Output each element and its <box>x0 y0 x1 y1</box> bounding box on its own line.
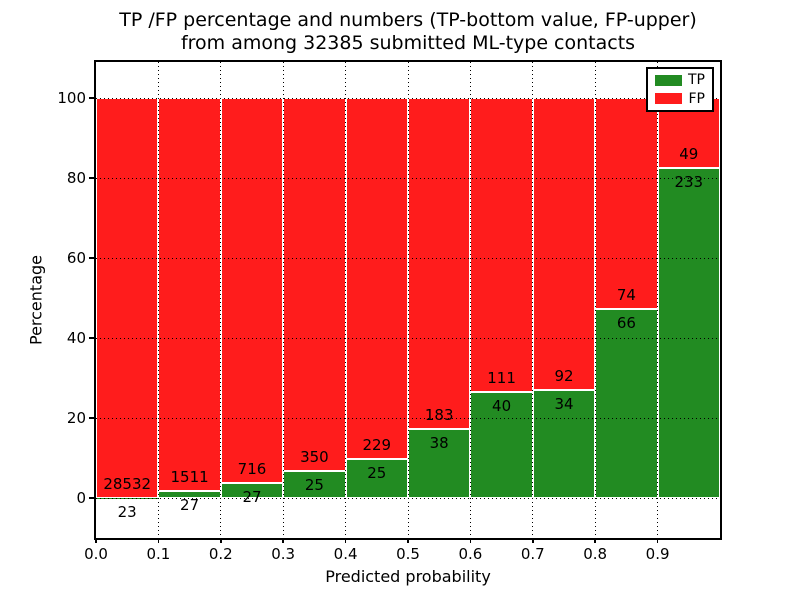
gridline-vertical <box>657 62 659 538</box>
x-tick <box>656 538 659 543</box>
bar-segment-fp <box>595 98 658 310</box>
fp-count-label: 49 <box>679 144 699 163</box>
legend-label-tp: TP <box>688 72 705 89</box>
y-tick-label: 60 <box>66 249 86 267</box>
gridline-horizontal <box>96 257 720 259</box>
x-tick <box>344 538 347 543</box>
plot-area: TP FP 28532 23 1511 27 716 27 350 25 229 25 183 38 1… <box>96 62 720 538</box>
y-tick <box>89 97 94 99</box>
tp-count-label: 27 <box>242 488 262 507</box>
bar-segment-tp <box>283 471 346 498</box>
x-tick <box>282 538 284 543</box>
legend-item-tp: TP <box>655 73 705 87</box>
x-tick <box>407 538 409 543</box>
y-tick-label: 0 <box>76 489 86 507</box>
legend: TP FP <box>646 67 714 112</box>
fp-count-label: 183 <box>424 406 454 425</box>
y-tick-label: 20 <box>66 409 86 427</box>
bar-segment-fp <box>283 98 346 472</box>
y-tick <box>89 337 94 339</box>
x-tick <box>594 538 596 543</box>
bar-segment-fp <box>470 98 533 393</box>
tp-count-label: 27 <box>180 495 200 514</box>
y-tick <box>89 497 94 499</box>
x-tick <box>532 538 534 543</box>
gridline-vertical <box>469 62 471 538</box>
bar-segment-fp <box>158 98 221 491</box>
x-tick-label: 0.8 <box>583 545 608 563</box>
tp-count-label: 38 <box>429 434 449 453</box>
y-tick-label: 100 <box>57 89 86 107</box>
gridline-vertical <box>407 62 409 538</box>
x-tick-label: 0.4 <box>333 545 358 563</box>
fp-count-label: 716 <box>237 460 267 479</box>
y-tick-label: 80 <box>66 169 86 187</box>
x-tick <box>95 538 97 543</box>
bar-segment-tp <box>345 458 408 498</box>
legend-label-fp: FP <box>688 90 706 107</box>
bar-segment-fp <box>96 98 159 498</box>
gridline-horizontal <box>96 337 720 339</box>
chart-title-line1: TP /FP percentage and numbers (TP-bottom… <box>119 9 697 31</box>
gridline-vertical <box>532 62 534 538</box>
x-tick <box>220 538 222 543</box>
x-tick-label: 0.6 <box>458 545 483 563</box>
tp-count-label: 34 <box>554 395 574 414</box>
gridline-horizontal <box>96 417 720 419</box>
x-tick-label: 0.7 <box>520 545 545 563</box>
tp-count-label: 66 <box>616 314 636 333</box>
y-tick <box>89 177 94 179</box>
chart-title: TP /FP percentage and numbers (TP-bottom… <box>96 9 720 55</box>
y-tick-label: 40 <box>66 329 86 347</box>
gridline-vertical <box>157 62 159 538</box>
fp-count-label: 229 <box>362 435 392 454</box>
x-tick-label: 0.0 <box>84 545 108 563</box>
bar-segment-tp <box>595 309 658 498</box>
x-tick <box>469 538 472 543</box>
x-tick-label: 0.9 <box>645 545 670 563</box>
bar-segment-fp <box>408 98 471 430</box>
gridline-horizontal <box>96 177 720 179</box>
x-tick-label: 0.3 <box>271 545 296 563</box>
x-tick-label: 0.5 <box>396 545 420 563</box>
gridline-horizontal <box>96 497 720 499</box>
x-tick-label: 0.2 <box>208 545 233 563</box>
x-axis-label: Predicted probability <box>325 567 491 586</box>
chart-title-line2: from among 32385 submitted ML-type conta… <box>180 32 636 54</box>
bar-segment-fp <box>532 98 596 391</box>
y-tick <box>89 257 94 259</box>
fp-count-label: 28532 <box>103 474 152 493</box>
tp-count-label: 25 <box>367 463 387 482</box>
fp-color-swatch <box>655 93 682 105</box>
fp-count-label: 111 <box>487 369 516 388</box>
bar-segment-tp <box>408 429 471 498</box>
tp-count-label: 40 <box>492 397 512 416</box>
bar-segment-tp <box>532 390 596 498</box>
y-tick <box>89 417 94 419</box>
tp-count-label: 25 <box>304 476 324 495</box>
legend-item-fp: FP <box>655 92 705 106</box>
tp-count-label: 233 <box>674 172 704 191</box>
bar-segment-tp <box>158 490 221 498</box>
gridline-vertical <box>345 62 347 538</box>
fp-count-label: 1511 <box>170 467 209 486</box>
bar-segment-fp <box>220 98 284 484</box>
fp-count-label: 350 <box>300 448 329 467</box>
gridline-horizontal <box>96 97 720 99</box>
tp-color-swatch <box>655 74 682 86</box>
gridline-vertical <box>282 62 284 538</box>
bar-segment-tp <box>657 167 720 498</box>
x-tick <box>157 538 160 543</box>
bar-segment-fp <box>345 98 408 459</box>
fp-count-label: 92 <box>554 367 574 386</box>
bar-segment-tp <box>470 392 533 498</box>
tp-count-label: 23 <box>117 502 137 521</box>
fp-count-label: 74 <box>616 286 636 305</box>
x-tick-label: 0.1 <box>146 545 171 563</box>
gridline-vertical <box>594 62 596 538</box>
gridline-vertical <box>220 62 222 538</box>
